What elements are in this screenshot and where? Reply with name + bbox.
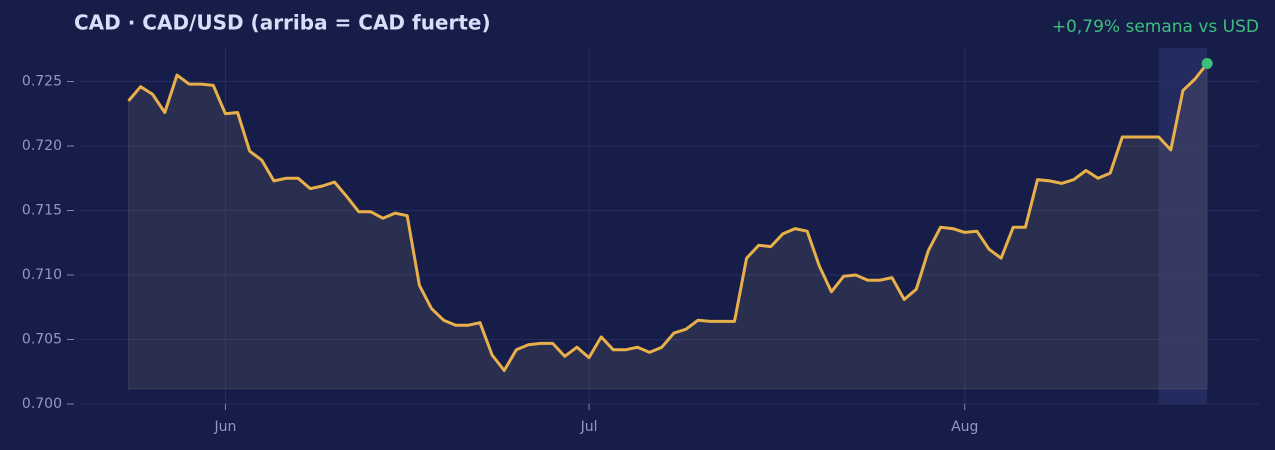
line <box>127 62 1209 372</box>
highlight-region <box>1158 48 1208 404</box>
y-tick-label: 0.720 <box>22 138 62 154</box>
x-tick-label: Aug <box>951 419 978 435</box>
y-tick-label: 0.710 <box>22 267 62 283</box>
end-marker <box>1201 57 1213 69</box>
x-tick-label: Jun <box>214 419 237 435</box>
x-tick-label: Jul <box>580 419 598 435</box>
annotation: +0,79% semana vs USD <box>1052 17 1259 37</box>
chart-title: CAD · CAD/USD (arriba = CAD fuerte) <box>74 11 491 35</box>
y-tick-label: 0.700 <box>22 396 62 412</box>
y-tick-label: 0.715 <box>22 203 62 219</box>
y-tick-label: 0.705 <box>22 332 62 348</box>
y-tick-label: 0.725 <box>22 74 62 90</box>
